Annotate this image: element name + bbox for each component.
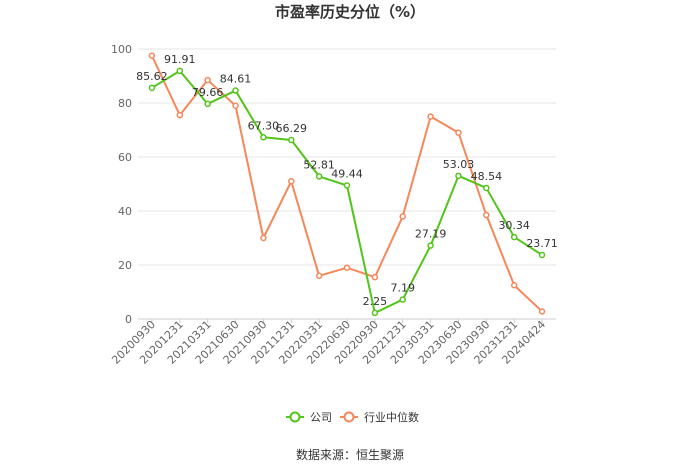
series-line-company	[151, 69, 543, 314]
data-label: 85.62	[136, 70, 168, 83]
data-point	[510, 233, 518, 241]
data-point	[455, 172, 462, 180]
data-label: 84.61	[220, 73, 252, 86]
data-point	[538, 251, 546, 259]
data-label: 67.30	[248, 119, 280, 132]
data-point	[343, 182, 351, 189]
y-tick-label: 40	[118, 205, 132, 218]
data-point	[538, 308, 546, 315]
data-point	[315, 173, 323, 180]
y-tick-label: 0	[125, 313, 132, 326]
data-point	[176, 111, 184, 119]
data-point	[483, 184, 490, 192]
data-point	[427, 113, 434, 120]
data-label: 27.19	[415, 228, 447, 241]
legend-marker	[343, 411, 355, 423]
legend: 公司 行业中位数	[286, 410, 419, 424]
data-label: 79.66	[192, 86, 224, 99]
data-point	[204, 100, 211, 108]
data-label: 49.44	[331, 168, 363, 181]
y-tick-label: 100	[111, 43, 132, 56]
chart-title: 市盈率历史分位（%）	[275, 3, 425, 21]
data-point	[455, 129, 462, 136]
data-label: 91.91	[164, 53, 196, 66]
data-point	[343, 264, 351, 271]
x-axis-ticks: 2020093020201231202103312021063020210930…	[109, 318, 548, 367]
legend-marker	[289, 411, 301, 423]
data-point	[260, 234, 267, 242]
legend-label: 行业中位数	[364, 410, 419, 424]
data-point	[510, 282, 518, 289]
y-tick-label: 80	[118, 97, 132, 110]
data-label: 53.03	[443, 158, 475, 171]
data-label: 52.81	[303, 158, 335, 171]
data-label: 30.34	[498, 219, 530, 232]
data-point	[232, 87, 239, 94]
legend-label: 公司	[310, 411, 332, 424]
data-point	[399, 213, 406, 220]
data-point	[148, 52, 156, 59]
data-point	[204, 76, 211, 84]
data-point	[176, 67, 184, 75]
data-point	[148, 84, 156, 92]
y-tick-label: 60	[118, 151, 132, 164]
data-point	[427, 242, 434, 249]
series-lines	[148, 52, 546, 317]
y-tick-label: 20	[118, 259, 132, 272]
data-point	[399, 296, 406, 303]
data-point	[232, 102, 239, 109]
data-point	[483, 211, 490, 219]
y-axis-ticks: 0 20 40 60 80 100	[111, 43, 132, 326]
data-label: 7.19	[390, 282, 415, 295]
data-point	[288, 136, 295, 144]
data-label: 66.29	[276, 122, 308, 135]
data-point	[260, 134, 267, 141]
data-point	[315, 272, 323, 280]
data-label: 23.71	[526, 237, 558, 250]
legend-item-industry-median: 行业中位数	[340, 410, 419, 424]
data-source-note: 数据来源：恒生聚源	[296, 447, 404, 462]
data-point	[371, 273, 379, 281]
data-label: 48.54	[471, 170, 503, 183]
data-point	[371, 309, 379, 317]
legend-item-company: 公司	[286, 411, 332, 424]
data-label: 2.25	[363, 295, 388, 308]
data-point	[288, 178, 295, 185]
